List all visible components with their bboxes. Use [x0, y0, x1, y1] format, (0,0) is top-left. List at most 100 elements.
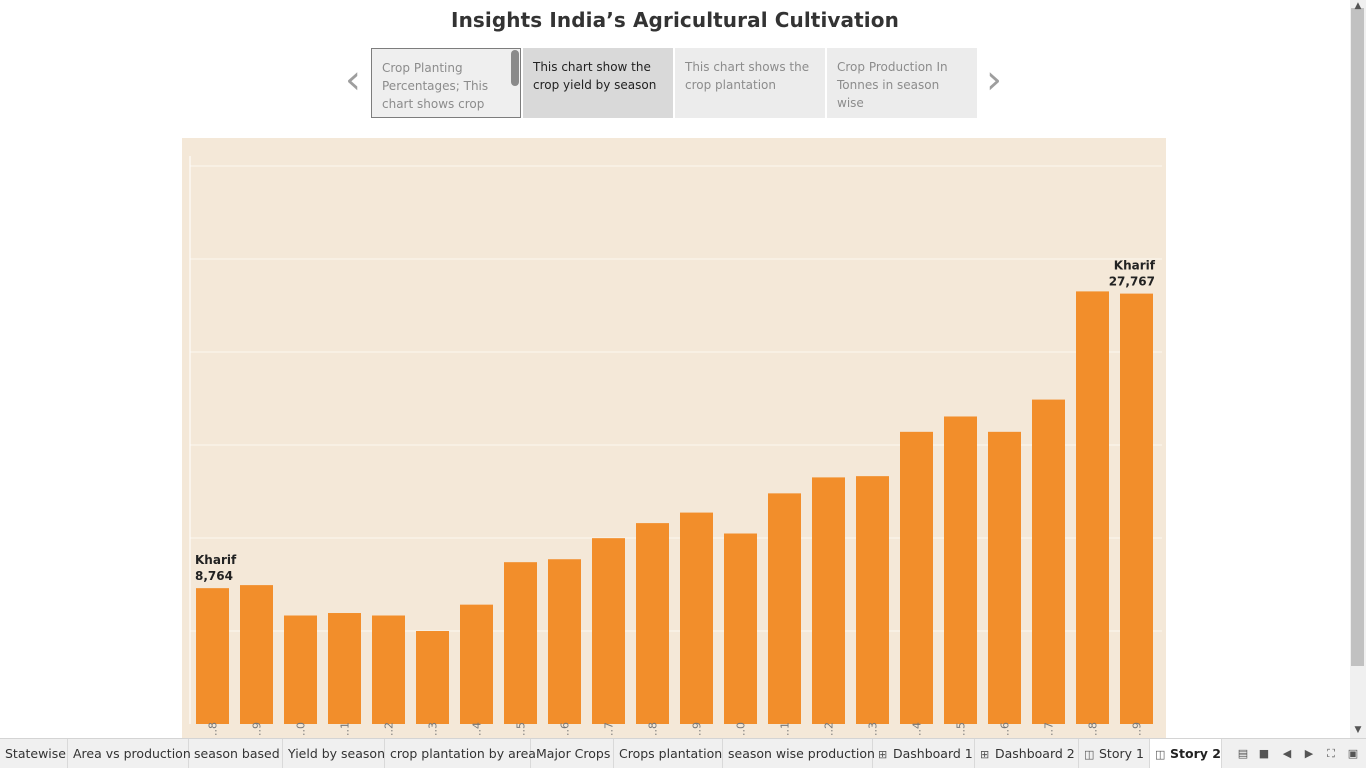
tab-label: season wise production [728, 746, 875, 761]
story-icon: ◫ [1155, 748, 1166, 761]
present-icon[interactable]: ▣ [1347, 747, 1359, 760]
story-title: Insights India’s Agricultural Cultivatio… [451, 8, 899, 32]
bar[interactable] [1032, 399, 1065, 724]
x-tick-label: ..5 [955, 722, 968, 736]
x-tick-label: ..8 [647, 722, 660, 736]
bar[interactable] [548, 559, 581, 724]
bar[interactable] [504, 562, 537, 724]
bar[interactable] [372, 615, 405, 725]
chevron-left-icon[interactable]: ‹ [345, 57, 361, 103]
story-point-2[interactable]: This chart show the crop yield by season [523, 48, 673, 118]
annotation-value: 8,764 [195, 569, 233, 583]
tab-label: Dashboard 2 [995, 746, 1075, 761]
tab-story-1[interactable]: ◫ Story 1 [1079, 739, 1150, 768]
x-tick-label: ..6 [999, 722, 1012, 736]
bar[interactable] [724, 533, 757, 724]
tab-dashboard-2[interactable]: ⊞ Dashboard 2 [975, 739, 1079, 768]
tab-label: Major Crops [536, 746, 611, 761]
tab-major-crops[interactable]: Major Crops [531, 739, 614, 768]
prev-sheet-icon[interactable]: ◀ [1282, 747, 1292, 760]
x-tick-label: ..6 [559, 722, 572, 736]
fullscreen-icon[interactable]: ⛶ [1327, 747, 1335, 760]
story-point-4[interactable]: Crop Production In Tonnes in season wise [827, 48, 977, 118]
x-tick-label: ..8 [1087, 722, 1100, 736]
story-point-4-caption: Crop Production In Tonnes in season wise [837, 60, 948, 110]
story-icon: ◫ [1084, 748, 1095, 761]
tab-label: Area vs production [73, 746, 191, 761]
sheet-tab-bar: Statewise Area vs production season base… [0, 738, 1366, 768]
bar[interactable] [416, 631, 449, 724]
x-tick-label: ..3 [867, 722, 880, 736]
x-tick-label: ..3 [427, 722, 440, 736]
dashboard-icon: ⊞ [980, 748, 990, 761]
x-tick-label: ..1 [339, 722, 352, 736]
bar[interactable] [328, 613, 361, 724]
x-tick-label: ..9 [251, 722, 264, 736]
x-tick-label: ..5 [515, 722, 528, 736]
bar[interactable] [592, 538, 625, 724]
tab-crops-plantation[interactable]: Crops plantation [614, 739, 723, 768]
dashboard-icon: ⊞ [878, 748, 888, 761]
next-sheet-icon[interactable]: ▶ [1304, 747, 1314, 760]
x-tick-label: ..1 [779, 722, 792, 736]
bar[interactable] [1076, 291, 1109, 724]
bar[interactable] [680, 512, 713, 724]
x-tick-label: ..7 [603, 722, 616, 736]
tab-dashboard-1[interactable]: ⊞ Dashboard 1 [873, 739, 975, 768]
story-point-1[interactable]: Crop Planting Percentages; This chart sh… [371, 48, 521, 118]
scroll-down-icon[interactable]: ▼ [1354, 725, 1362, 735]
annotation-value: 27,767 [1109, 275, 1155, 289]
story-point-2-caption: This chart show the crop yield by season [533, 60, 657, 92]
bar[interactable] [812, 477, 845, 724]
tab-label: Yield by season [288, 746, 385, 761]
bar[interactable] [1120, 293, 1153, 724]
tab-season-based[interactable]: season based [189, 739, 283, 768]
tab-label: Story 1 [1099, 746, 1144, 761]
x-tick-label: ..9 [691, 722, 704, 736]
story-point-scrollbar[interactable] [511, 50, 519, 86]
story-point-3[interactable]: This chart shows the crop plantation [675, 48, 825, 118]
x-tick-label: ..7 [1043, 722, 1056, 736]
x-tick-label: ..4 [471, 722, 484, 736]
scroll-up-icon[interactable]: ▲ [1354, 1, 1362, 11]
x-tick-label: ..8 [207, 722, 220, 736]
tab-label: Crops plantation [619, 746, 723, 761]
tab-crop-plantation-by-area[interactable]: crop plantation by area [385, 739, 536, 768]
bar[interactable] [240, 585, 273, 724]
tab-statewise[interactable]: Statewise [0, 739, 68, 768]
yield-bar-chart[interactable]: ..8 ..9 ..0 ..1 ..2 ..3 ..4 ..5 ..6 ..7 ..8 ..9 ..0.… [182, 138, 1166, 738]
vertical-scrollbar-thumb[interactable] [1351, 8, 1364, 666]
tab-yield-by-season[interactable]: Yield by season [283, 739, 385, 768]
x-tick-label: ..0 [295, 722, 308, 736]
annotation-label: Kharif [195, 553, 237, 567]
bar[interactable] [944, 416, 977, 724]
chevron-right-icon[interactable]: › [986, 57, 1002, 103]
bar[interactable] [284, 615, 317, 725]
bar[interactable] [460, 604, 493, 724]
story-point-3-caption: This chart shows the crop plantation [685, 60, 810, 92]
bar[interactable] [768, 493, 801, 724]
tab-label: crop plantation by area [390, 746, 536, 761]
bar[interactable] [856, 476, 889, 724]
tab-label: Dashboard 1 [893, 746, 973, 761]
tab-label: season based [194, 746, 280, 761]
tab-story-2[interactable]: ◫ Story 2 [1150, 739, 1222, 768]
x-tick-label: ..9 [1131, 722, 1144, 736]
yield-chart-panel: ..8 ..9 ..0 ..1 ..2 ..3 ..4 ..5 ..6 ..7 ..8 ..9 ..0.… [182, 138, 1166, 738]
bar[interactable] [900, 431, 933, 724]
tab-list-icon[interactable]: ▤ [1237, 747, 1249, 760]
x-tick-label: ..0 [735, 722, 748, 736]
filmstrip-icon[interactable]: ■ [1258, 747, 1270, 760]
x-tick-label: ..4 [911, 722, 924, 736]
annotation-label: Kharif [1114, 259, 1156, 273]
tab-label: Story 2 [1170, 746, 1221, 761]
x-tick-label: ..2 [823, 722, 836, 736]
tab-area-vs-production[interactable]: Area vs production [68, 739, 191, 768]
bar[interactable] [988, 431, 1021, 724]
tab-label: Statewise [5, 746, 66, 761]
story-point-1-caption: Crop Planting Percentages; This chart sh… [382, 61, 489, 111]
bar[interactable] [196, 588, 229, 724]
tab-season-wise-production[interactable]: season wise production [723, 739, 875, 768]
bar[interactable] [636, 523, 669, 724]
x-tick-label: ..2 [383, 722, 396, 736]
